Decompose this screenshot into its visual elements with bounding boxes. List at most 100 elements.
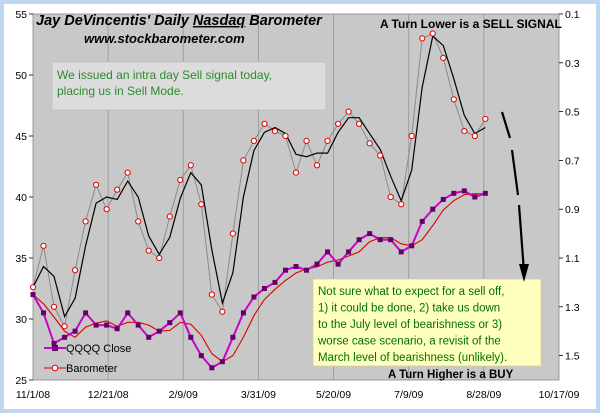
qqqq-point: [156, 328, 162, 334]
chart-title: Jay DeVincentis' Daily Nasdaq Barometer: [36, 13, 323, 29]
qqqq-point: [72, 328, 78, 334]
x-axis: 11/1/08 12/21/08 2/9/09 3/31/09 5/20/09 7/9/0…: [16, 389, 580, 401]
barometer-point: [366, 140, 373, 147]
qqqq-point: [167, 320, 173, 326]
qqqq-point: [146, 334, 152, 340]
x-tick-label: 3/31/09: [241, 389, 276, 401]
qqqq-point: [314, 261, 320, 267]
barometer-point: [250, 137, 258, 144]
right-tick-label: 0.5: [565, 107, 580, 119]
qqqq-point: [135, 322, 141, 328]
x-tick-label: 5/20/09: [316, 389, 351, 401]
barometer-point: [482, 115, 489, 123]
barometer-point: [156, 254, 163, 262]
barometer-point: [429, 30, 436, 37]
qqqq-point: [219, 359, 225, 365]
legend-barometer-marker: [51, 364, 59, 372]
qqqq-point: [398, 249, 404, 255]
qqqq-point: [367, 231, 373, 237]
left-tick-label: 25: [15, 375, 27, 387]
qqqq-point: [177, 310, 183, 316]
barometer-point: [377, 152, 384, 159]
qqqq-point: [282, 267, 288, 273]
right-tick-label: 0.1: [565, 9, 580, 21]
barometer-point: [114, 186, 121, 193]
qqqq-point: [240, 310, 246, 316]
chart-subtitle: www.stockbarometer.com: [84, 31, 245, 46]
qqqq-point: [188, 334, 194, 340]
x-tick-label: 7/9/09: [394, 389, 423, 401]
barometer-point: [271, 128, 279, 135]
barometer-point: [408, 132, 415, 140]
qqqq-point: [377, 237, 383, 243]
sell-off-note-line-5: March level of bearishness (unlikely).: [318, 352, 507, 364]
qqqq-point: [451, 190, 457, 196]
qqqq-point: [93, 322, 99, 328]
qqqq-point: [198, 353, 204, 359]
buy-signal-label: A Turn Higher is a BUY: [388, 369, 514, 381]
sell-off-note-line-2: 1) it could be done, 2) take us down: [318, 303, 500, 315]
qqqq-point: [440, 196, 446, 202]
forecast-arrow: [500, 111, 529, 282]
barometer-point: [387, 193, 394, 201]
qqqq-point: [251, 294, 257, 300]
left-tick-label: 50: [15, 70, 27, 82]
qqqq-point: [461, 188, 467, 194]
qqqq-point: [409, 243, 415, 249]
qqqq-point: [325, 249, 331, 255]
intraday-note-line-1: We issued an intra day Sell signal today…: [57, 68, 272, 82]
qqqq-point: [335, 261, 341, 267]
barometer-point: [419, 35, 426, 42]
barometer-point: [103, 206, 110, 213]
sell-off-note-box: [312, 278, 542, 367]
barometer-point: [177, 176, 184, 184]
legend-qqqq-label: QQQQ Close: [66, 343, 131, 355]
intraday-note-text: We issued an intra day Sell signal today…: [57, 68, 275, 98]
barometer-point: [124, 169, 131, 176]
qqqq-point: [430, 206, 436, 212]
qqqq-point: [41, 310, 47, 316]
qqqq-point: [230, 334, 236, 340]
qqqq-point: [293, 264, 299, 270]
barometer-point: [135, 218, 142, 225]
qqqq-point: [419, 218, 425, 224]
right-tick-label: 0.3: [565, 58, 580, 70]
barometer-point: [471, 132, 478, 140]
barometer-point: [440, 54, 447, 62]
barometer-smoothed-line: [32, 34, 486, 319]
barometer-point: [334, 120, 342, 127]
barometer-point: [145, 247, 152, 254]
barometer-point: [240, 157, 247, 164]
x-tick-label: 12/21/08: [88, 389, 129, 401]
barometer-point: [187, 162, 194, 169]
qqqq-point: [62, 334, 68, 340]
intraday-note-box: [51, 61, 327, 111]
barometer-point: [198, 201, 205, 208]
sell-signal-label: A Turn Lower is a SELL SIGNAL: [380, 17, 562, 31]
x-tick-label: 11/1/08: [16, 389, 50, 401]
barometer-point: [71, 267, 79, 274]
x-tick-label: 2/9/09: [169, 389, 198, 401]
barometer-raw-line: [32, 32, 486, 328]
qqqq-point: [346, 249, 352, 255]
barometer-point: [345, 108, 352, 115]
barometer-point: [50, 303, 58, 310]
left-tick-label: 30: [15, 314, 27, 326]
sell-off-note-line-4: worse case scenario, a revisit of the: [317, 336, 501, 348]
barometer-point: [261, 120, 268, 127]
legend: QQQQ Close Barometer: [44, 343, 131, 375]
qqqq-point: [472, 194, 478, 200]
legend-qqqq-marker: [52, 345, 58, 351]
qqqq-point: [30, 292, 36, 298]
intraday-note-line-2: placing us in Sell Mode.: [57, 84, 184, 98]
barometer-point: [29, 284, 37, 291]
qqqq-point: [356, 237, 362, 243]
sell-off-note-line-3: to the July level of bearishness or 3): [318, 319, 502, 331]
barometer-point: [324, 137, 331, 144]
right-tick-label: 1.5: [565, 351, 580, 363]
right-tick-label: 0.9: [565, 204, 580, 216]
qqqq-point: [304, 267, 310, 273]
left-tick-label: 35: [15, 253, 27, 265]
x-tick-label: 8/28/09: [466, 389, 501, 401]
